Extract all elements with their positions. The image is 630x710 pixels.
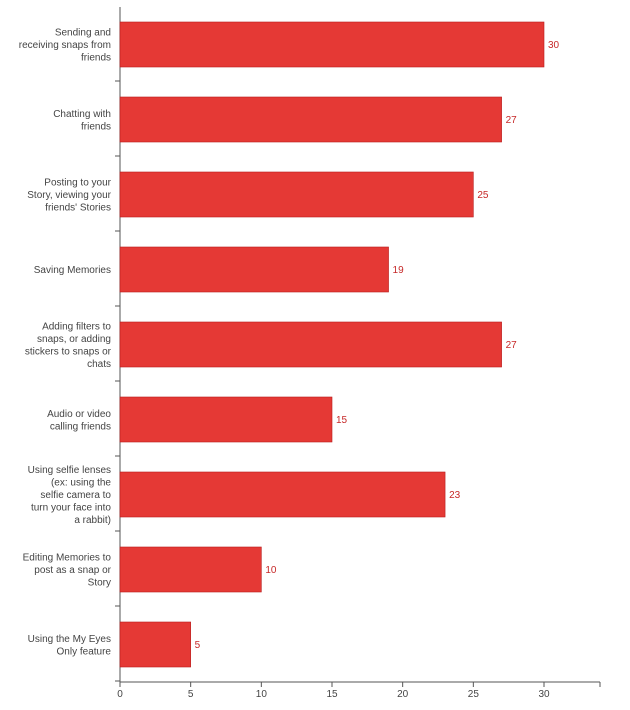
value-label-9: 5 — [195, 640, 201, 651]
category-label-7: Using selfie lenses (ex: using the selfie … — [28, 465, 112, 526]
category-label-line: Chatting with — [53, 109, 111, 120]
category-label-line: Using selfie lenses — [28, 465, 111, 476]
bar-9 — [119, 621, 191, 668]
category-label-line: friends — [81, 121, 111, 132]
x-tick-label: 15 — [326, 689, 338, 700]
category-label-line: a rabbit) — [74, 515, 111, 526]
category-label-line: stickers to snaps or — [25, 346, 112, 357]
bar-6 — [119, 396, 333, 443]
bar-5 — [119, 321, 502, 368]
value-label-4: 19 — [393, 265, 405, 276]
value-label-8: 10 — [265, 565, 277, 576]
category-label-line: (ex: using the — [51, 478, 111, 489]
category-label-5: Adding filters to snaps, or adding sticker… — [25, 321, 112, 370]
value-label-7: 23 — [449, 490, 461, 501]
category-label-8: Editing Memories to post as a snap or Stor… — [23, 553, 112, 589]
x-tick-label: 25 — [468, 689, 480, 700]
category-label-line: friends' Stories — [45, 203, 111, 214]
category-label-line: Audio or video — [47, 409, 111, 420]
bar-3 — [119, 171, 474, 218]
category-label-line: Story, viewing your — [27, 190, 111, 201]
x-tick-label: 20 — [397, 689, 409, 700]
category-label-2: Chatting with friends — [53, 109, 111, 133]
x-tick-label: 5 — [188, 689, 194, 700]
bar-8 — [119, 546, 262, 593]
category-label-line: calling friends — [50, 421, 111, 432]
category-label-line: Only feature — [57, 646, 112, 657]
category-label-line: Using the My Eyes — [28, 634, 111, 645]
category-label-1: Sending and receiving snaps from friends — [19, 28, 111, 64]
value-label-3: 25 — [477, 190, 489, 201]
bar-2 — [119, 96, 502, 143]
category-label-line: snaps, or adding — [37, 334, 111, 345]
value-label-2: 27 — [506, 115, 518, 126]
value-label-1: 30 — [548, 40, 560, 51]
category-label-line: Posting to your — [44, 178, 111, 189]
value-label-5: 27 — [506, 340, 518, 351]
value-label-6: 15 — [336, 415, 348, 426]
category-label-line: turn your face into — [31, 503, 111, 514]
category-label-line: receiving snaps from — [19, 40, 111, 51]
category-label-line: friends — [81, 53, 111, 64]
bar-7 — [119, 471, 446, 518]
category-label-line: Sending and — [55, 28, 111, 39]
bar-1 — [119, 21, 545, 68]
category-label-line: post as a snap or — [34, 565, 111, 576]
category-label-line: chats — [87, 359, 111, 370]
category-label-6: Audio or video calling friends — [47, 409, 111, 433]
category-label-3: Posting to your Story, viewing your friend… — [27, 178, 111, 214]
category-label-line: selfie camera to — [40, 490, 111, 501]
category-label-4: Saving Memories — [34, 265, 111, 276]
bar-4 — [119, 246, 389, 293]
x-tick-label: 30 — [538, 689, 550, 700]
category-label-9: Using the My Eyes Only feature — [28, 634, 112, 658]
category-label-line: Story — [88, 578, 111, 589]
category-label-line: Saving Memories — [34, 265, 111, 276]
category-label-line: Adding filters to — [42, 321, 111, 332]
x-tick-label: 0 — [117, 689, 123, 700]
x-tick-label: 10 — [256, 689, 268, 700]
category-label-line: Editing Memories to — [23, 553, 112, 564]
